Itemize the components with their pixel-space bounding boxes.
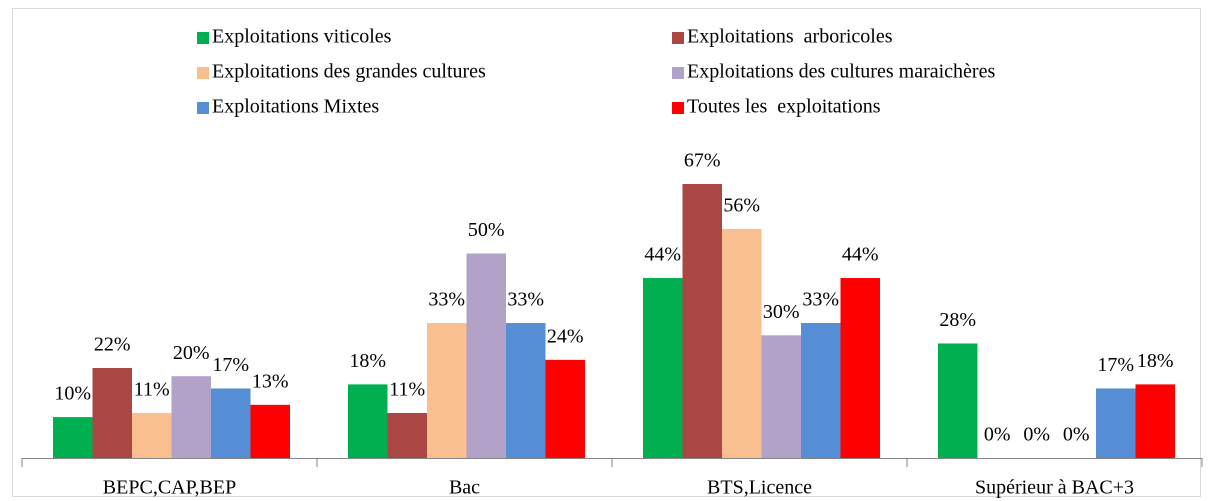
- value-label: 30%: [763, 301, 800, 323]
- legend-label: Exploitations des cultures maraichères: [687, 61, 995, 83]
- bar: [250, 404, 290, 458]
- bar: [506, 323, 546, 458]
- bar: [348, 384, 388, 458]
- value-label: 33%: [428, 289, 465, 311]
- value-label: 10%: [54, 383, 91, 405]
- value-label: 44%: [842, 244, 879, 266]
- legend-swatch: [672, 102, 684, 114]
- value-label: 0%: [1023, 424, 1050, 446]
- value-label: 11%: [134, 379, 170, 401]
- legend-label: Exploitations Mixtes: [212, 96, 379, 118]
- value-label: 24%: [547, 325, 584, 347]
- bar: [722, 228, 762, 458]
- x-tick-label: BTS,Licence: [707, 477, 812, 499]
- bar: [840, 278, 880, 458]
- legend-swatch: [672, 32, 684, 44]
- value-label: 28%: [939, 309, 976, 331]
- bar: [387, 413, 427, 458]
- value-label: 56%: [723, 195, 760, 217]
- bar: [761, 335, 801, 458]
- legend-swatch: [197, 102, 209, 114]
- value-label: 44%: [644, 244, 681, 266]
- x-tick-label: BEPC,CAP,BEP: [103, 477, 236, 499]
- bar: [801, 323, 841, 458]
- value-label: 33%: [802, 289, 839, 311]
- value-label: 18%: [1137, 350, 1174, 372]
- legend-label: Exploitations arboricoles: [687, 26, 893, 48]
- x-tick-label: Bac: [449, 477, 480, 499]
- bar: [545, 359, 585, 458]
- bar: [171, 376, 211, 458]
- legend-swatch: [197, 67, 209, 79]
- bar: [132, 413, 172, 458]
- value-label: 67%: [684, 150, 721, 172]
- value-label: 0%: [1063, 424, 1090, 446]
- bar: [427, 323, 467, 458]
- legend-label: Toutes les exploitations: [687, 96, 881, 118]
- bar: [682, 183, 722, 458]
- bar: [938, 343, 978, 458]
- legend-swatch: [672, 67, 684, 79]
- value-label: 20%: [173, 342, 210, 364]
- value-label: 18%: [349, 350, 386, 372]
- legend-swatch: [197, 32, 209, 44]
- value-label: 17%: [212, 354, 249, 376]
- value-label: 22%: [94, 334, 131, 356]
- bar: [466, 253, 506, 458]
- bar: [92, 368, 132, 458]
- value-label: 17%: [1097, 354, 1134, 376]
- value-label: 50%: [468, 219, 505, 241]
- value-label: 33%: [507, 289, 544, 311]
- legend-label: Exploitations viticoles: [212, 26, 392, 48]
- bar: [53, 417, 93, 458]
- value-label: 11%: [389, 379, 425, 401]
- bar: [1135, 384, 1175, 458]
- bar: [643, 278, 683, 458]
- bar: [1096, 388, 1136, 458]
- legend-label: Exploitations des grandes cultures: [212, 61, 486, 83]
- bar: [211, 388, 251, 458]
- value-label: 0%: [984, 424, 1011, 446]
- x-tick-label: Supérieur à BAC+3: [975, 477, 1134, 499]
- value-label: 13%: [252, 370, 289, 392]
